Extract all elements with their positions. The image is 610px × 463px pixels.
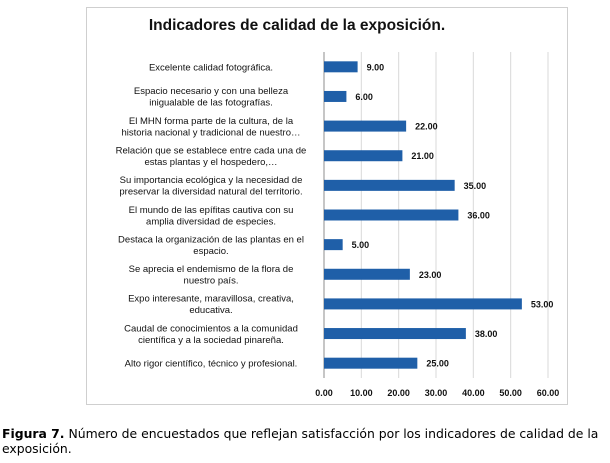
x-tick-label: 20.00: [387, 388, 410, 398]
data-label: 22.00: [415, 122, 438, 132]
bar-chart: Excelente calidad fotográfica. Espacio ne…: [116, 52, 559, 398]
bar: [324, 239, 343, 251]
category-label: Se aprecia el endemismo de la flora de nu…: [129, 264, 294, 287]
category-label: El mundo de las epífitas cautiva con su a…: [129, 205, 294, 228]
bar: [324, 61, 358, 73]
x-tick-label: 10.00: [350, 388, 373, 398]
category-label-line: Caudal de conocimientos a la comunidad: [124, 323, 298, 334]
category-label-line: El MHN forma parte de la cultura, de la: [129, 116, 294, 127]
category-label-line: Expo interesante, maravillosa, creativa,: [128, 294, 294, 305]
category-label: El MHN forma parte de la cultura, de la h…: [121, 116, 300, 139]
x-tick-label: 60.00: [537, 388, 560, 398]
data-label: 21.00: [411, 151, 434, 161]
category-label-line: inigualable de las fotografías.: [149, 98, 273, 109]
bar: [324, 90, 347, 102]
category-label-line: preservar la diversidad natural del terr…: [119, 187, 302, 198]
x-tick-label: 40.00: [462, 388, 485, 398]
category-label: Expo interesante, maravillosa, creativa,…: [128, 294, 294, 317]
category-labels: Excelente calidad fotográfica. Espacio ne…: [116, 62, 307, 369]
bars: [324, 61, 522, 369]
chart-title: Indicadores de calidad de la exposición.: [148, 17, 446, 34]
bar: [324, 298, 522, 310]
category-label: Alto rigor científico, técnico y profesi…: [125, 359, 298, 370]
figure-caption: Figura 7. Número de encuestados que refl…: [2, 426, 608, 456]
category-label-line: El mundo de las epífitas cautiva con su: [129, 205, 294, 216]
x-tick-labels: 0.00 10.00 20.00 30.00 40.00 50.00 60.00: [315, 388, 559, 398]
bar: [324, 357, 418, 369]
caption-label: Figura 7.: [2, 426, 65, 441]
data-label: 38.00: [475, 329, 498, 339]
data-label: 35.00: [464, 181, 487, 191]
data-labels: 9.00 6.00 22.00 21.00 35.00 36.00 5.00 23.00 53.…: [352, 62, 554, 368]
category-label-line: educativa.: [189, 305, 232, 316]
bar: [324, 120, 407, 132]
category-label: Relación que se establece entre cada una…: [116, 145, 307, 168]
category-label: Excelente calidad fotográfica.: [149, 62, 273, 73]
category-label-line: Alto rigor científico, técnico y profesi…: [125, 359, 298, 370]
category-label: Caudal de conocimientos a la comunidad ci…: [124, 323, 298, 346]
category-label-line: Espacio necesario y con una belleza: [134, 86, 289, 97]
category-label-line: historia nacional y tradicional de nuest…: [121, 127, 300, 138]
category-label-line: nuestro país.: [184, 276, 239, 287]
category-label-line: Destaca la organización de las plantas e…: [118, 234, 304, 245]
category-label-line: Excelente calidad fotográfica.: [149, 62, 273, 73]
data-label: 6.00: [355, 92, 373, 102]
category-label: Destaca la organización de las plantas e…: [118, 234, 304, 256]
category-label-line: Se aprecia el endemismo de la flora de: [129, 264, 294, 275]
bar: [324, 209, 459, 221]
x-tick-label: 30.00: [425, 388, 448, 398]
bar: [324, 328, 466, 340]
category-label: Su importancia ecológica y la necesidad …: [119, 175, 302, 198]
category-label-line: espacio.: [193, 246, 228, 257]
category-label-line: estas plantas y el hospedero,…: [144, 157, 277, 168]
category-label: Espacio necesario y con una belleza inigu…: [134, 86, 289, 109]
caption-text: Número de encuestados que reflejan satis…: [2, 426, 599, 456]
data-label: 25.00: [426, 359, 449, 369]
category-label-line: científica y a la sociedad pinareña.: [138, 335, 284, 346]
bar: [324, 179, 455, 191]
data-label: 9.00: [367, 62, 385, 72]
bar: [324, 268, 410, 280]
bar: [324, 150, 403, 162]
category-label-line: Relación que se establece entre cada una…: [116, 145, 307, 156]
data-label: 36.00: [467, 211, 490, 221]
category-label-line: amplia diversidad de especies.: [146, 216, 276, 227]
x-tick-label: 0.00: [315, 388, 333, 398]
data-label: 23.00: [419, 270, 442, 280]
x-tick-label: 50.00: [499, 388, 522, 398]
data-label: 53.00: [531, 299, 554, 309]
data-label: 5.00: [352, 240, 370, 250]
category-label-line: Su importancia ecológica y la necesidad …: [120, 175, 303, 186]
